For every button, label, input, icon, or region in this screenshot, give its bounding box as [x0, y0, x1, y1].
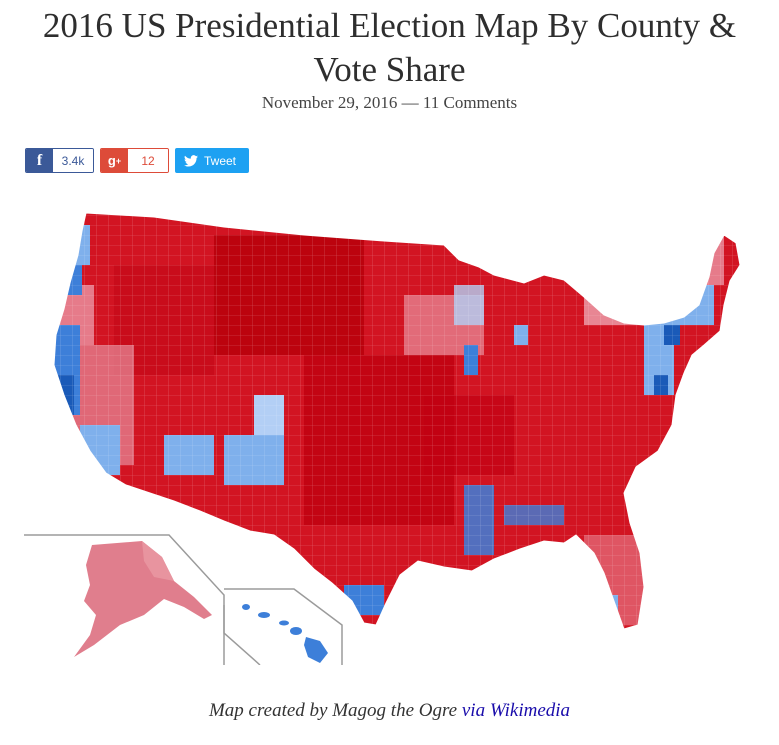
- election-map: [24, 205, 754, 666]
- hawaii-island-kauai: [242, 604, 250, 610]
- google-plus-share-count: 12: [128, 149, 168, 172]
- hawaii: [242, 604, 328, 663]
- hawaii-inset-left-frame: [223, 605, 261, 666]
- page-title: 2016 US Presidential Election Map By Cou…: [42, 6, 737, 89]
- hawaii-inset-frame: [224, 588, 343, 665]
- hawaii-island-molokai: [279, 620, 289, 626]
- hawaii-island-maui: [290, 627, 302, 635]
- us-outline: [53, 212, 741, 630]
- county-vote-share-map: [24, 212, 741, 666]
- facebook-icon: f: [26, 149, 53, 172]
- twitter-bird-icon: [184, 154, 198, 167]
- hawaii-island-oahu: [258, 612, 270, 618]
- wikimedia-link[interactable]: via Wikimedia: [461, 700, 571, 721]
- facebook-share-button[interactable]: f 3.4k: [25, 148, 94, 173]
- google-plus-share-button[interactable]: g + 12: [100, 148, 169, 173]
- tweet-label: Tweet: [204, 153, 237, 168]
- post-meta: November 29, 2016 — 11 Comments: [0, 93, 779, 113]
- post-date: November 29, 2016: [261, 93, 398, 112]
- comments-link[interactable]: 11 Comments: [422, 93, 518, 112]
- alaska-east: [142, 541, 174, 581]
- caption-text: Map created by Magog the Ogre: [208, 700, 458, 721]
- map-caption: Map created by Magog the Ogre via Wikime…: [0, 700, 779, 722]
- google-plus-icon: g +: [101, 149, 128, 172]
- meta-separator: —: [401, 93, 419, 112]
- hawaii-island-big-island: [304, 637, 328, 663]
- share-buttons: f 3.4k g + 12 Tweet: [25, 148, 249, 173]
- alaska: [74, 541, 212, 657]
- tweet-button[interactable]: Tweet: [175, 148, 249, 173]
- facebook-share-count: 3.4k: [53, 149, 93, 172]
